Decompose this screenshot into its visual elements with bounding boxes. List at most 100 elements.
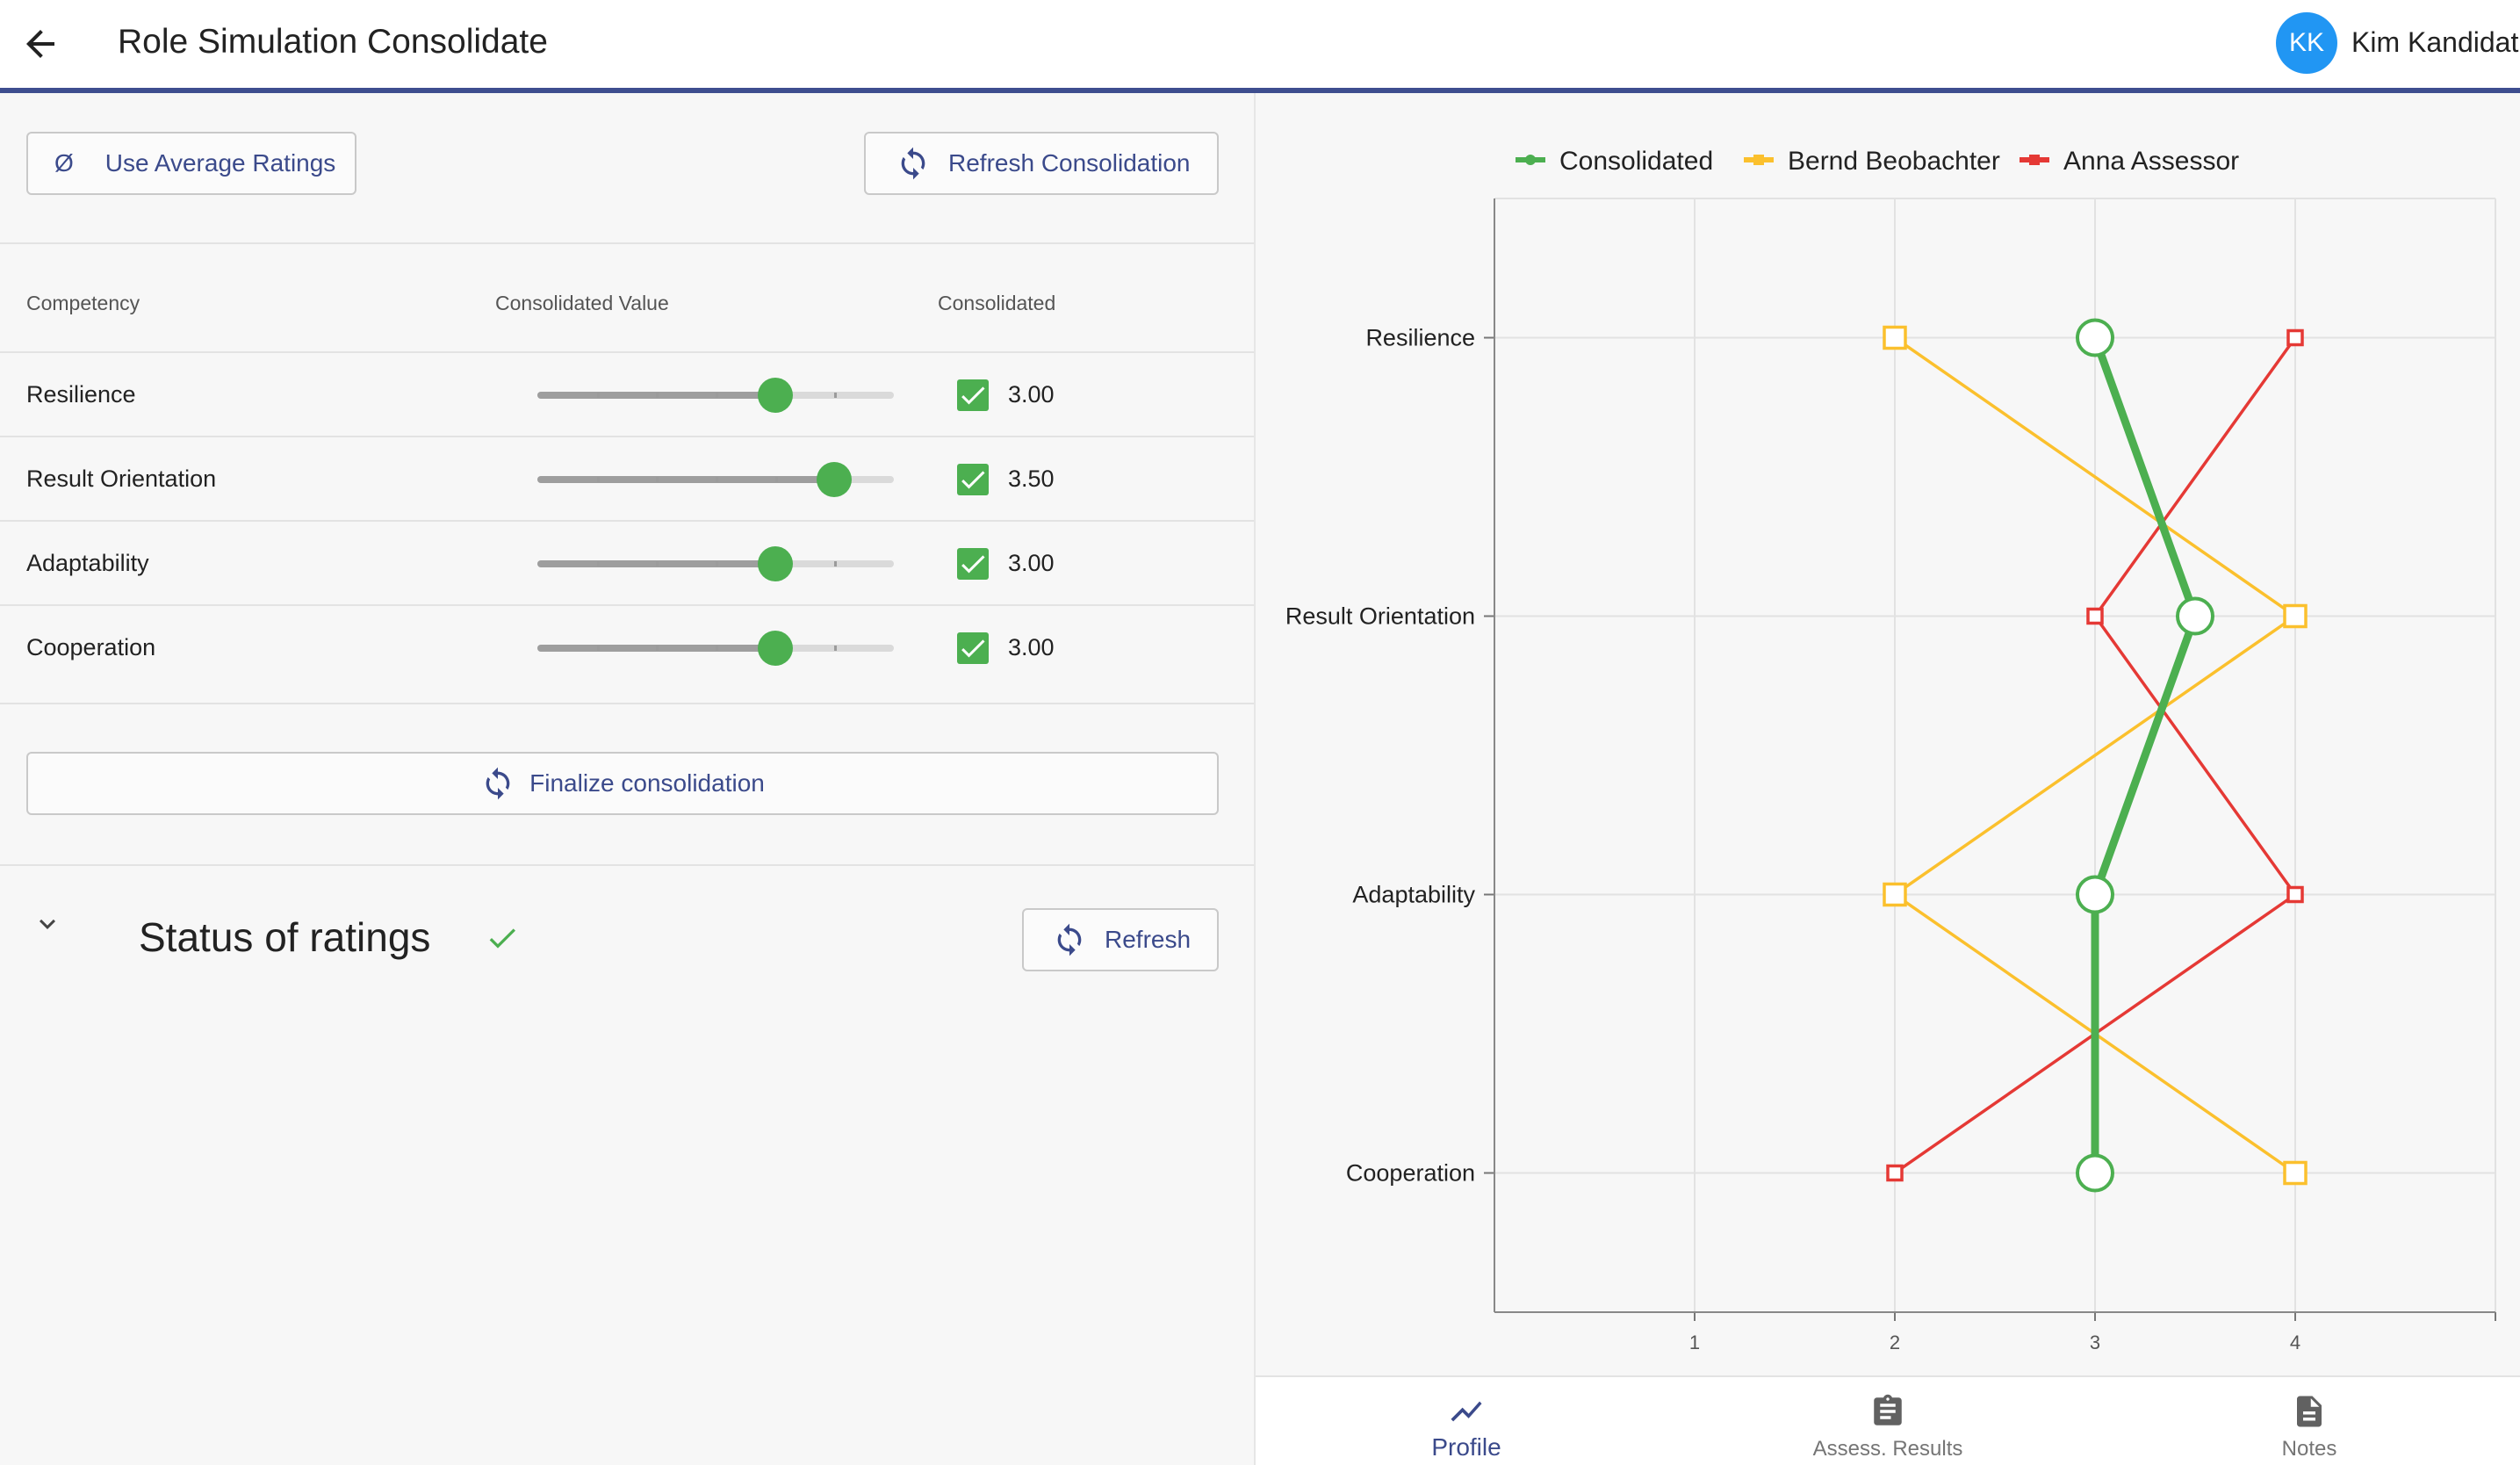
check-icon bbox=[961, 386, 985, 405]
clipboard-icon bbox=[1874, 1394, 1902, 1425]
slider-step-mark bbox=[656, 393, 659, 398]
page-title: Role Simulation Consolidate bbox=[118, 23, 548, 61]
chart-line-icon bbox=[1451, 1401, 1482, 1422]
chevron-down-icon[interactable] bbox=[32, 908, 63, 940]
consolidated-value-slider[interactable] bbox=[537, 546, 894, 581]
slider-thumb[interactable] bbox=[817, 462, 853, 497]
divider bbox=[0, 351, 1254, 353]
nav-tab-label: Notes bbox=[2281, 1437, 2337, 1461]
category-label: Result Orientation bbox=[1285, 603, 1475, 630]
row-divider bbox=[0, 520, 1254, 522]
x-tick-label: 2 bbox=[1890, 1331, 1900, 1353]
data-point bbox=[2283, 603, 2308, 629]
slider-step-mark bbox=[716, 646, 718, 651]
slider-step-mark bbox=[834, 393, 838, 398]
legend-label: Consolidated bbox=[1559, 147, 1713, 176]
slider-step-mark bbox=[716, 561, 718, 567]
slider-step-mark bbox=[596, 477, 600, 482]
x-tick-label: 4 bbox=[2290, 1331, 2300, 1353]
slider-step-mark bbox=[716, 393, 718, 398]
competency-label: Result Orientation bbox=[26, 465, 217, 492]
legend-swatch-marker bbox=[2029, 155, 2040, 165]
consolidated-value: 3.00 bbox=[1008, 381, 1055, 408]
avatar[interactable]: KK bbox=[2276, 12, 2337, 74]
nav-tab-label: Profile bbox=[1431, 1433, 1501, 1461]
consolidated-value: 3.50 bbox=[1008, 465, 1055, 492]
slider-step-mark bbox=[596, 646, 600, 651]
consolidation-panel: Ø Use Average Ratings Refresh Consolidat… bbox=[0, 93, 1254, 1465]
legend-swatch-marker bbox=[1753, 155, 1764, 165]
data-point bbox=[2086, 607, 2104, 625]
nav-tab-assess-results[interactable]: Assess. Results bbox=[1677, 1377, 2099, 1465]
data-point bbox=[2076, 318, 2114, 357]
data-point bbox=[2283, 1160, 2308, 1186]
use-average-ratings-label: Use Average Ratings bbox=[104, 149, 336, 177]
competency-label: Resilience bbox=[26, 381, 136, 408]
consolidated-value: 3.00 bbox=[1008, 634, 1055, 660]
category-label: Resilience bbox=[1365, 325, 1475, 351]
consolidated-value-slider[interactable] bbox=[537, 631, 894, 666]
row-divider bbox=[0, 604, 1254, 606]
data-point bbox=[1886, 1164, 1904, 1182]
data-point bbox=[2076, 1153, 2114, 1193]
consolidated-checkbox[interactable] bbox=[957, 464, 989, 495]
consolidated-value-slider[interactable] bbox=[537, 462, 894, 497]
slider-thumb[interactable] bbox=[757, 546, 793, 581]
check-icon bbox=[961, 471, 985, 489]
slider-thumb[interactable] bbox=[757, 378, 793, 413]
slider-step-mark bbox=[834, 561, 838, 567]
refresh-consolidation-button[interactable]: Refresh Consolidation bbox=[864, 132, 1219, 195]
app-bar: Role Simulation Consolidate KK Kim Kandi… bbox=[0, 0, 2520, 93]
consolidated-checkbox[interactable] bbox=[957, 548, 989, 580]
profile-chart-panel: 1 2 3 4 Resilience Result Orientation Adaptabi… bbox=[1256, 93, 2520, 1375]
row-divider bbox=[0, 436, 1254, 437]
slider-step-mark bbox=[596, 561, 600, 567]
refresh-consolidation-label: Refresh Consolidation bbox=[948, 149, 1191, 177]
column-header-consolidated: Consolidated bbox=[938, 292, 1056, 314]
nav-tab-profile[interactable]: Profile bbox=[1256, 1377, 1677, 1465]
check-icon bbox=[961, 555, 985, 574]
slider-step-mark bbox=[656, 646, 659, 651]
user-name[interactable]: Kim Kandidat bbox=[2351, 26, 2519, 58]
data-point bbox=[2286, 328, 2304, 347]
category-label: Cooperation bbox=[1346, 1160, 1475, 1187]
slider-step-mark bbox=[716, 477, 718, 482]
competency-label: Cooperation bbox=[26, 634, 156, 660]
slider-step-mark bbox=[834, 646, 838, 651]
category-label: Adaptability bbox=[1352, 882, 1475, 908]
back-arrow-icon[interactable] bbox=[19, 23, 61, 65]
status-title: Status of ratings bbox=[139, 914, 431, 960]
competency-label: Adaptability bbox=[26, 550, 149, 576]
check-icon bbox=[489, 928, 515, 949]
consolidated-checkbox[interactable] bbox=[957, 379, 989, 411]
consolidated-value-slider[interactable] bbox=[537, 378, 894, 413]
data-point bbox=[2286, 885, 2304, 904]
consolidated-value: 3.00 bbox=[1008, 550, 1055, 576]
series-line bbox=[2091, 336, 2200, 1173]
profile-chart: 1 2 3 4 Resilience Result Orientation Adaptabi… bbox=[1285, 147, 2496, 1353]
refresh-icon bbox=[1057, 923, 1082, 956]
data-point bbox=[2076, 875, 2114, 914]
legend-label: Anna Assessor bbox=[2063, 147, 2239, 176]
slider-thumb[interactable] bbox=[757, 631, 793, 666]
legend-swatch-marker bbox=[1525, 155, 1536, 165]
panel-divider bbox=[1254, 93, 1256, 1465]
refresh-button[interactable]: Refresh bbox=[1022, 908, 1219, 971]
divider bbox=[0, 242, 1254, 244]
refresh-icon bbox=[486, 767, 510, 800]
slider-step-mark bbox=[774, 477, 778, 482]
check-icon bbox=[961, 639, 985, 658]
legend-label: Bernd Beobachter bbox=[1788, 147, 2000, 176]
slider-step-mark bbox=[656, 477, 659, 482]
nav-tab-notes[interactable]: Notes bbox=[2099, 1377, 2520, 1465]
data-point bbox=[2176, 596, 2214, 636]
slider-step-mark bbox=[656, 561, 659, 567]
consolidated-checkbox[interactable] bbox=[957, 632, 989, 664]
x-tick-label: 3 bbox=[2090, 1331, 2100, 1353]
slider-fill bbox=[537, 476, 835, 483]
use-average-ratings-button[interactable]: Ø Use Average Ratings bbox=[26, 132, 356, 195]
finalize-consolidation-button[interactable]: Finalize consolidation bbox=[26, 752, 1219, 815]
refresh-icon bbox=[901, 147, 925, 180]
column-header-consolidated-value: Consolidated Value bbox=[495, 292, 669, 314]
divider bbox=[0, 864, 1254, 866]
